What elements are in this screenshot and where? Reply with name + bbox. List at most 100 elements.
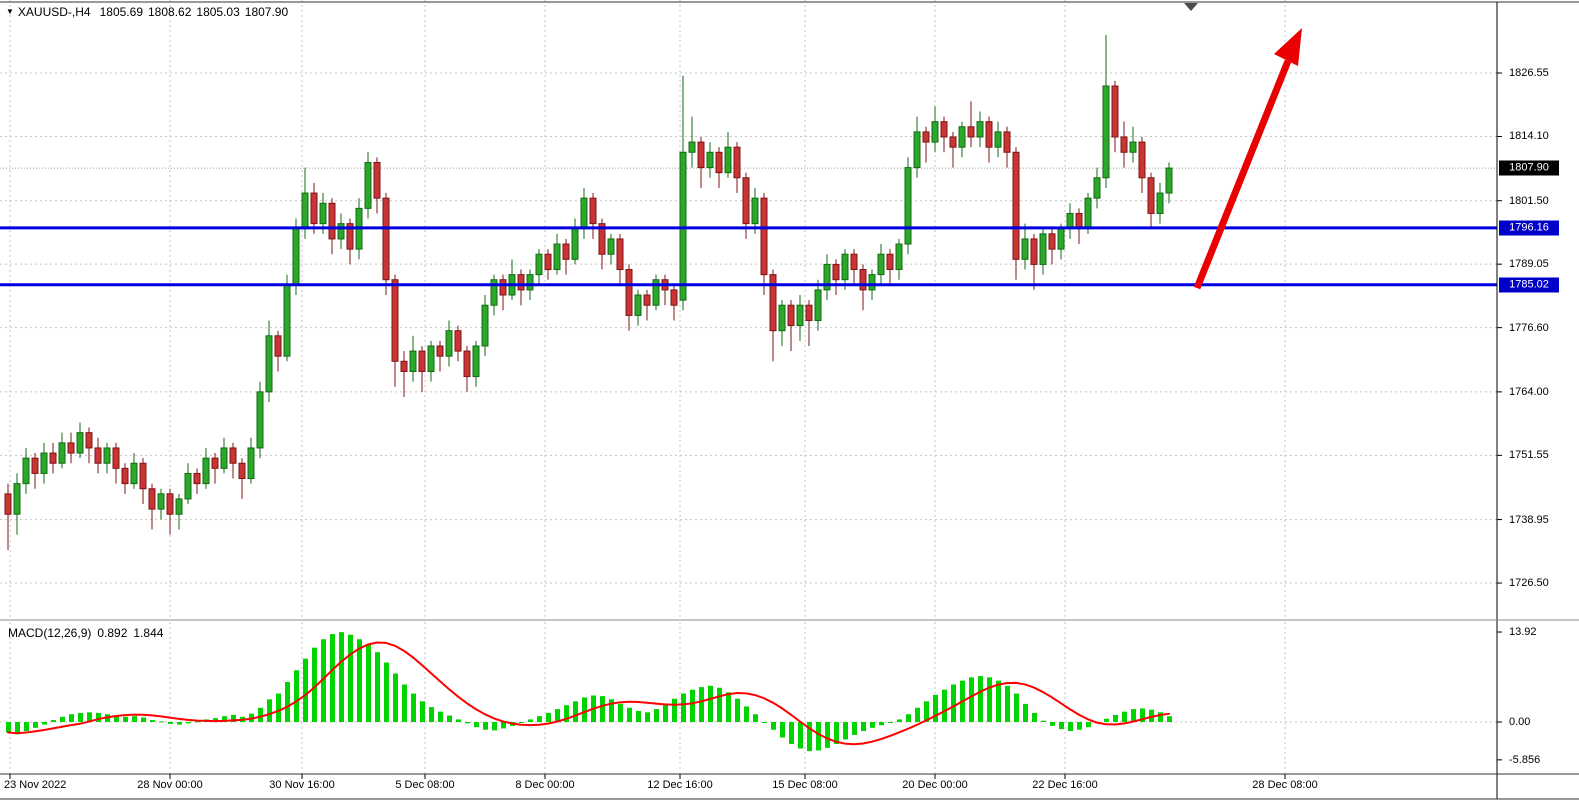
candle-body — [1138, 141, 1146, 179]
macd-main-value: 0.892 — [97, 626, 128, 640]
candle-body — [400, 360, 408, 372]
price-axis-label: 1814.10 — [1509, 130, 1549, 143]
macd-histogram-bar — [582, 697, 587, 722]
time-axis-label: 12 Dec 16:00 — [647, 779, 713, 791]
candle-body — [463, 350, 471, 378]
candle-body — [922, 131, 930, 143]
macd-histogram-bar — [1023, 703, 1028, 722]
candle-body — [715, 151, 723, 174]
macd-histogram-bar — [546, 712, 551, 722]
candle-body — [1003, 131, 1011, 153]
macd-histogram-bar — [420, 701, 425, 722]
macd-histogram-bar — [951, 684, 956, 722]
time-axis-label: 30 Nov 16:00 — [269, 779, 335, 791]
candle-body — [877, 253, 885, 276]
macd-histogram-bar — [24, 721, 29, 732]
candle-body — [472, 345, 480, 378]
close-value: 1807.90 — [244, 5, 289, 19]
candle-body — [985, 121, 993, 148]
candle-body — [499, 279, 507, 296]
candle-body — [724, 146, 732, 174]
candle-body — [868, 274, 876, 291]
candle-body — [238, 462, 246, 480]
candle-body — [886, 253, 894, 271]
candle-body — [175, 498, 183, 515]
chart-shift-marker-icon[interactable] — [1184, 3, 1198, 11]
macd-histogram-bar — [843, 721, 848, 740]
macd-histogram-bar — [780, 721, 785, 738]
high-value: 1808.62 — [148, 5, 192, 19]
candle-body — [139, 462, 147, 490]
macd-histogram-bar — [1068, 721, 1073, 732]
candle-body — [760, 197, 768, 276]
candle-body — [733, 146, 741, 179]
candle-body — [850, 253, 858, 271]
candle-body — [112, 447, 120, 469]
time-axis-label: 28 Dec 08:00 — [1252, 779, 1318, 791]
trend-arrow-head-icon[interactable] — [1274, 28, 1302, 66]
candle-body — [319, 202, 327, 225]
macd-name: MACD(12,26,9) — [8, 626, 92, 640]
candle-body — [1093, 177, 1101, 199]
candle-body — [67, 442, 75, 454]
candle-body — [418, 350, 426, 372]
candle-body — [184, 472, 192, 500]
macd-axis-label: 13.92 — [1509, 626, 1537, 639]
candle-body — [679, 151, 687, 301]
candle-body — [1048, 233, 1056, 250]
candle-body — [328, 202, 336, 240]
macd-histogram-bar — [681, 693, 686, 722]
macd-histogram-bar — [618, 703, 623, 722]
macd-histogram-bar — [402, 684, 407, 722]
resistance-line-price-tag: 1796.16 — [1499, 220, 1559, 236]
macd-histogram-bar — [1113, 714, 1118, 722]
macd-histogram-bar — [141, 717, 146, 722]
candle-body — [841, 253, 849, 281]
candle-body — [1021, 238, 1029, 260]
candle-body — [103, 447, 111, 464]
ohlc-readout: ▼ XAUUSD-,H4 1805.69 1808.62 1805.03 1807.90 — [6, 5, 293, 19]
macd-histogram-bar — [1059, 721, 1064, 730]
macd-histogram-bar — [699, 687, 704, 722]
candle-body — [247, 447, 255, 480]
candle-body — [454, 330, 462, 352]
candle-body — [4, 493, 12, 515]
candle-body — [823, 263, 831, 291]
macd-histogram-bar — [1032, 712, 1037, 722]
macd-histogram-bar — [969, 677, 974, 722]
candle-body — [445, 330, 453, 357]
candle-body — [85, 432, 93, 449]
candle-body — [40, 452, 48, 474]
candle-body — [130, 462, 138, 485]
candle-body — [193, 472, 201, 485]
open-value: 1805.69 — [99, 5, 143, 19]
macd-histogram-bar — [357, 639, 362, 722]
macd-histogram-bar — [438, 711, 443, 722]
macd-histogram-bar — [744, 706, 749, 722]
candle-body — [589, 197, 597, 225]
symbol-menu-icon[interactable]: ▼ — [6, 7, 14, 16]
candle-body — [535, 253, 543, 276]
candle-body — [517, 274, 525, 291]
candle-body — [616, 238, 624, 271]
macd-histogram-bar — [276, 693, 281, 722]
candle-body — [310, 192, 318, 225]
candle-body — [652, 279, 660, 306]
candle-body — [607, 238, 615, 255]
symbol-timeframe-label: XAUUSD-,H4 — [17, 5, 91, 19]
candle-body — [1030, 238, 1038, 265]
price-axis-label: 1738.95 — [1509, 513, 1549, 526]
macd-histogram-bar — [672, 698, 677, 722]
macd-histogram-bar — [1041, 720, 1046, 722]
macd-histogram-bar — [762, 721, 767, 723]
candle-body — [1147, 177, 1155, 214]
candle-body — [274, 335, 282, 357]
candle-body — [157, 493, 165, 510]
macd-histogram-bar — [852, 721, 857, 735]
trend-arrow-shaft[interactable] — [1193, 59, 1292, 290]
macd-histogram-bar — [258, 707, 263, 722]
